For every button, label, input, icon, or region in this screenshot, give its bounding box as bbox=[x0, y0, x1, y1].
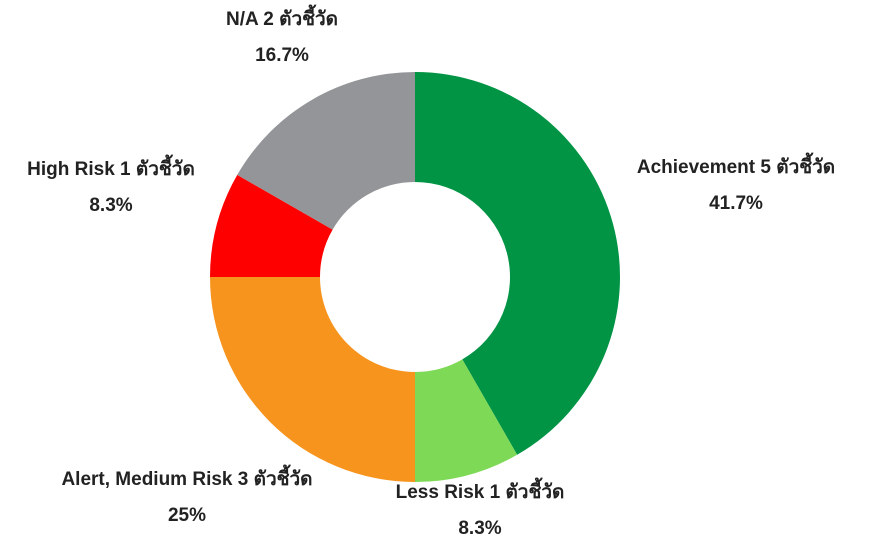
value-label: 25% bbox=[168, 505, 206, 526]
value-label: 8.3% bbox=[458, 518, 501, 538]
value-label: 16.7% bbox=[255, 45, 309, 66]
donut-segment bbox=[415, 359, 518, 482]
category-label: Achievement 5 ตัวชี้วัด bbox=[637, 152, 835, 178]
category-label: Less Risk 1 ตัวชี้วัด bbox=[396, 477, 565, 503]
category-label: Alert, Medium Risk 3 ตัวชี้วัด bbox=[61, 464, 312, 490]
value-label: 8.3% bbox=[89, 195, 132, 216]
category-label: N/A 2 ตัวชี้วัด bbox=[226, 4, 338, 30]
category-label: High Risk 1 ตัวชี้วัด bbox=[27, 154, 195, 180]
donut-segment bbox=[415, 72, 620, 455]
value-label: 41.7% bbox=[709, 193, 763, 214]
donut-segment bbox=[237, 72, 415, 230]
donut-segment bbox=[210, 174, 333, 277]
donut-segment bbox=[210, 277, 415, 482]
